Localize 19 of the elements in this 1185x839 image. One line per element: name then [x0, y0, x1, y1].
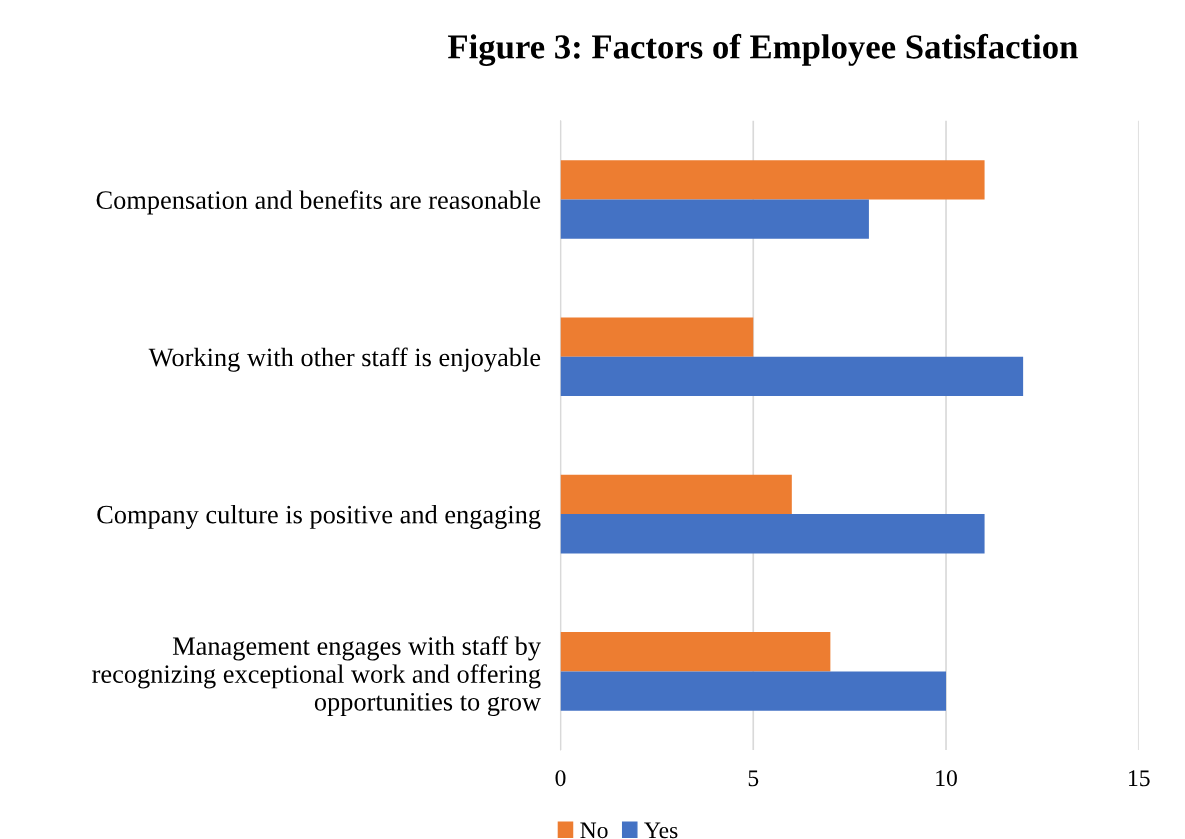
bar: [560, 671, 947, 711]
x-tick-label: 0: [555, 770, 566, 787]
bar: [560, 356, 1024, 397]
y-tick-label: Compensation and benefits are reasonable: [96, 190, 541, 215]
y-tick-label: Working with other staff is enjoyable: [148, 347, 541, 372]
bar: [560, 514, 985, 554]
y-tick-label: Company culture is positive and engaging: [97, 504, 541, 529]
x-tick-label: 10: [936, 770, 957, 787]
bar: [560, 199, 869, 239]
bar: [560, 632, 831, 672]
bar: [560, 474, 792, 515]
bar: [560, 160, 985, 200]
x-tick-label: 5: [748, 770, 759, 787]
x-tick-label: 15: [1129, 770, 1150, 787]
chart-title: Figure 3: Factors of Employee Satisfaction: [447, 33, 1078, 66]
y-tick-label: Management engages with staff by recognizing exceptional work and offering opportunities to grow: [92, 636, 541, 717]
legend-label: Yes: [644, 822, 678, 839]
legend-label: No: [580, 822, 608, 839]
bar: [560, 317, 754, 357]
